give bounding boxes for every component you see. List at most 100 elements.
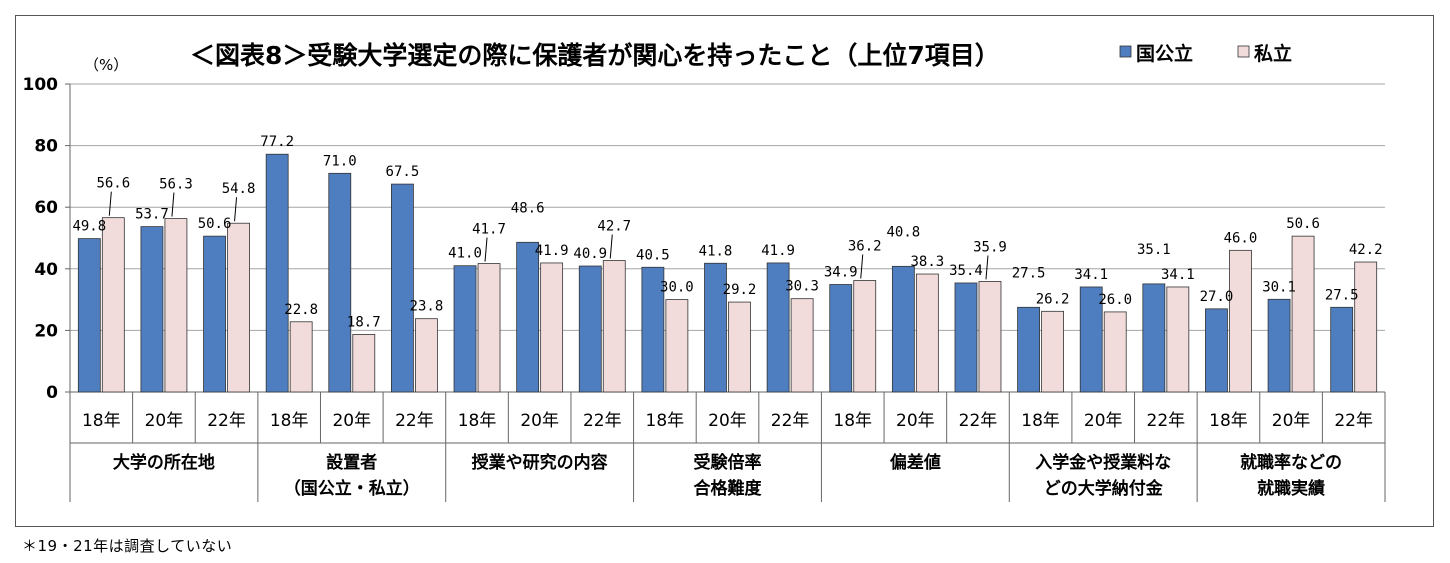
data-label-kokkouritsu: 27.0 [1200, 289, 1234, 305]
bar-kokkouritsu [578, 265, 602, 393]
y-axis-unit: （%） [84, 56, 128, 74]
x-tick-label: 18年 [1021, 411, 1060, 431]
bar-shiritsu [728, 301, 751, 393]
data-label-shiritsu: 23.8 [410, 299, 444, 315]
bar-shiritsu [1229, 249, 1252, 393]
data-label-shiritsu: 41.7 [472, 222, 506, 238]
leader-line [860, 254, 864, 279]
data-label-kokkouritsu: 34.1 [1074, 267, 1108, 283]
bar-kokkouritsu [891, 265, 915, 393]
bar-shiritsu [853, 280, 877, 393]
x-tick-label: 20年 [520, 411, 559, 431]
x-tick-label: 20年 [145, 411, 184, 431]
x-tick-label: 20年 [896, 411, 935, 431]
data-label-shiritsu: 54.8 [222, 181, 256, 197]
chart-frame [15, 15, 1434, 527]
group-label: 設置者 [326, 452, 377, 473]
bar-shiritsu [915, 273, 939, 393]
leader-line [234, 197, 238, 222]
data-label-shiritsu: 26.0 [1098, 292, 1132, 308]
data-label-shiritsu: 56.6 [96, 176, 130, 192]
bar-shiritsu [790, 298, 814, 393]
group-label: 就職実績 [1257, 478, 1325, 499]
x-tick-label: 18年 [458, 411, 497, 431]
bar-kokkouritsu [1142, 283, 1166, 393]
bar-kokkouritsu [1267, 298, 1291, 393]
data-label-kokkouritsu: 41.8 [699, 243, 733, 259]
data-label-shiritsu: 30.0 [660, 280, 694, 296]
y-tick-label: 60 [34, 198, 58, 218]
data-label-kokkouritsu: 40.8 [886, 224, 920, 240]
x-tick-label: 18年 [833, 411, 872, 431]
data-label-kokkouritsu: 50.6 [198, 216, 232, 232]
data-label-shiritsu: 41.9 [535, 243, 569, 259]
x-tick-label: 22年 [1334, 411, 1373, 431]
data-label-kokkouritsu: 30.1 [1262, 279, 1296, 295]
bar-shiritsu [1166, 286, 1190, 393]
data-label-kokkouritsu: 53.7 [135, 207, 169, 223]
bar-shiritsu [1041, 310, 1064, 393]
bar-kokkouritsu [704, 262, 727, 393]
group-label: 偏差値 [890, 452, 941, 473]
data-label-kokkouritsu: 40.9 [573, 246, 607, 262]
x-tick-label: 18年 [82, 411, 121, 431]
legend-label-shiritsu: 私立 [1254, 42, 1292, 65]
group-label: 入学金や授業料な [1035, 452, 1171, 473]
legend-swatch-shiritsu [1237, 45, 1250, 58]
x-tick-label: 22年 [207, 411, 246, 431]
legend-label-kokkouritsu: 国公立 [1136, 42, 1193, 65]
data-label-kokkouritsu: 35.4 [949, 263, 983, 279]
bar-shiritsu [101, 217, 125, 393]
bar-shiritsu [665, 299, 689, 393]
data-label-kokkouritsu: 34.9 [824, 265, 858, 281]
bar-shiritsu [352, 334, 376, 393]
leader-line [484, 237, 488, 262]
group-label: 就職率などの [1240, 452, 1342, 473]
x-tick-label: 22年 [583, 411, 622, 431]
group-label: （国公立・私立） [284, 478, 420, 499]
bar-shiritsu [540, 262, 564, 393]
bar-shiritsu [602, 260, 626, 393]
bar-kokkouritsu [516, 241, 540, 393]
x-tick-label: 22年 [959, 411, 998, 431]
x-tick-label: 18年 [1209, 411, 1248, 431]
bar-shiritsu [1291, 235, 1315, 393]
data-label-kokkouritsu: 41.9 [761, 243, 795, 259]
group-label: 授業や研究の内容 [472, 452, 608, 473]
data-label-shiritsu: 38.3 [910, 254, 944, 270]
data-label-kokkouritsu: 49.8 [72, 219, 106, 235]
bar-kokkouritsu [1205, 308, 1228, 393]
data-label-shiritsu: 26.2 [1036, 291, 1070, 307]
x-tick-label: 22年 [395, 411, 434, 431]
data-label-shiritsu: 50.6 [1286, 216, 1320, 232]
y-tick-label: 40 [34, 260, 58, 280]
x-tick-label: 18年 [646, 411, 685, 431]
bar-kokkouritsu [954, 282, 978, 393]
y-tick-label: 80 [34, 137, 58, 157]
bar-kokkouritsu [391, 183, 414, 393]
bar-shiritsu [164, 218, 188, 393]
x-tick-label: 20年 [332, 411, 371, 431]
bar-kokkouritsu [766, 262, 790, 393]
data-label-kokkouritsu: 40.5 [636, 247, 670, 263]
data-label-shiritsu: 22.8 [284, 302, 318, 318]
data-label-kokkouritsu: 35.1 [1137, 242, 1171, 258]
group-label: 受験倍率 [694, 452, 762, 473]
data-label-kokkouritsu: 71.0 [323, 153, 357, 169]
group-label: 大学の所在地 [113, 452, 215, 473]
bar-shiritsu [289, 321, 313, 393]
bar-shiritsu [978, 281, 1002, 393]
bar-shiritsu [1103, 311, 1127, 393]
bar-kokkouritsu [829, 284, 853, 393]
footnote: ＊19・21年は調査していない [22, 537, 233, 555]
bar-shiritsu [227, 222, 250, 393]
bar-kokkouritsu [641, 266, 665, 393]
bar-shiritsu [477, 263, 501, 393]
data-label-shiritsu: 18.7 [347, 314, 381, 330]
x-tick-label: 20年 [1272, 411, 1311, 431]
leader-line [985, 255, 989, 280]
data-label-kokkouritsu: 77.2 [260, 134, 294, 150]
bar-kokkouritsu [77, 238, 101, 393]
bar-kokkouritsu [453, 265, 477, 393]
leader-line [108, 191, 112, 216]
